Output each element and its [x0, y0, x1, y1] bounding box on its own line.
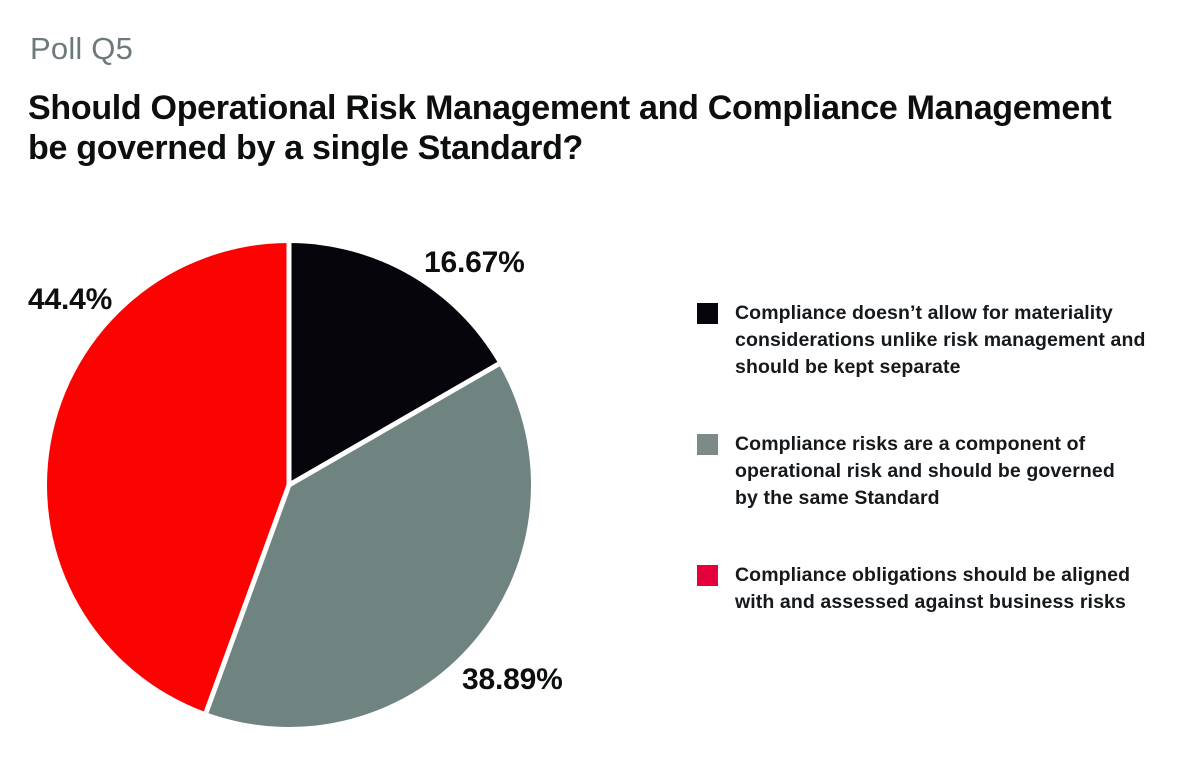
- legend-swatch-black-icon: [697, 303, 718, 324]
- legend-label: Compliance risks are a component of oper…: [735, 433, 1115, 509]
- legend-item: Compliance doesn’t allow for materiality…: [695, 300, 1175, 381]
- legend-swatch-red-icon: [697, 565, 718, 586]
- legend-label: Compliance doesn’t allow for materiality…: [735, 302, 1146, 378]
- legend: Compliance doesn’t allow for materiality…: [695, 300, 1175, 616]
- pie-slice: [206, 364, 531, 727]
- pie-slice: [47, 243, 290, 713]
- slice-divider: [203, 484, 292, 714]
- pie-chart: [47, 243, 531, 727]
- slice-value-label-red: 44.4%: [28, 283, 113, 316]
- slice-value-label-black: 16.67%: [424, 246, 525, 279]
- slice-divider: [287, 361, 500, 488]
- pie-slice: [289, 243, 499, 485]
- slice-value-label-gray: 38.89%: [462, 663, 563, 696]
- legend-label: Compliance obligations should be aligned…: [735, 564, 1131, 613]
- page-title: Should Operational Risk Management and C…: [28, 89, 1112, 168]
- poll-label: Poll Q5: [30, 31, 134, 66]
- legend-swatch-gray-icon: [697, 434, 718, 455]
- legend-item: Compliance obligations should be aligned…: [695, 562, 1175, 616]
- legend-item: Compliance risks are a component of oper…: [695, 431, 1175, 512]
